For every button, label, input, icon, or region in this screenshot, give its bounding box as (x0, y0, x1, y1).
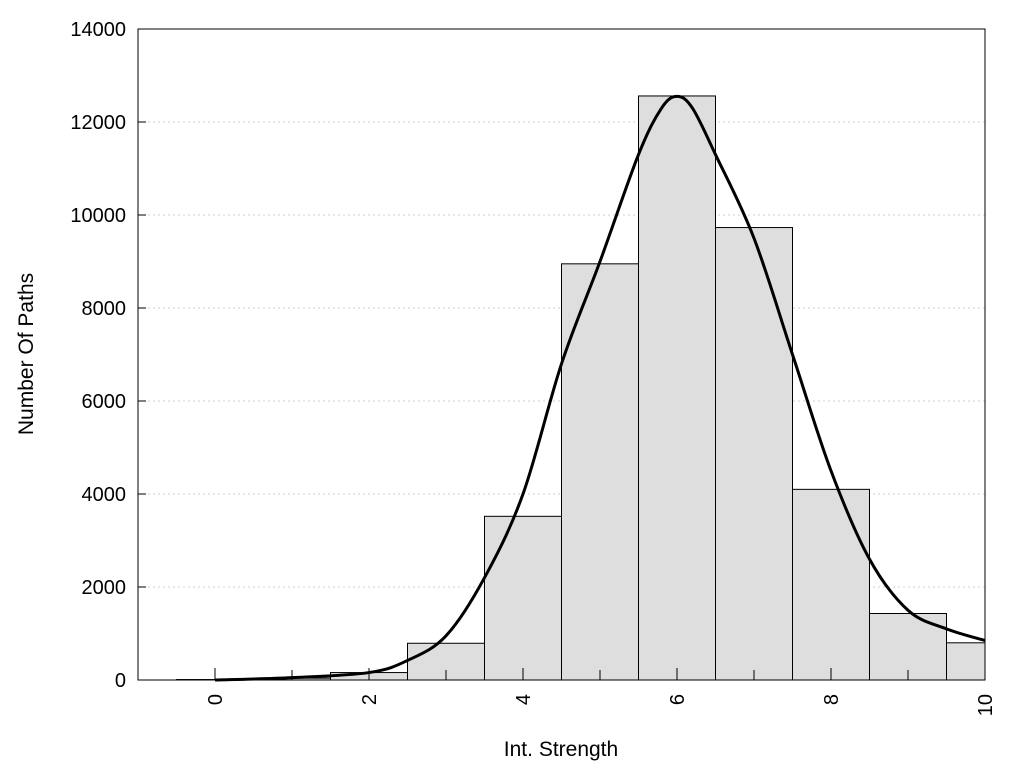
y-tick-label: 4000 (82, 484, 127, 506)
y-tick-label: 6000 (82, 391, 127, 413)
bar (561, 263, 639, 681)
x-tick-label: 4 (513, 694, 535, 705)
bars (176, 95, 986, 681)
y-axis-title: Number Of Paths (15, 273, 38, 435)
y-tick-label: 0 (115, 670, 126, 692)
plot-area-frame (137, 28, 986, 681)
y-tick-label: 14000 (70, 19, 126, 41)
y-tick-label: 2000 (82, 577, 127, 599)
density-curve (214, 94, 986, 682)
x-tick-label: 2 (359, 694, 381, 705)
bar (946, 642, 986, 681)
x-tick-label: 6 (667, 694, 689, 705)
bar (484, 515, 562, 681)
y-tick-label: 12000 (70, 112, 126, 134)
y-tick-label: 10000 (70, 205, 126, 227)
bar (715, 227, 793, 681)
y-tick-label: 8000 (82, 298, 127, 320)
x-axis-title: Int. Strength (504, 738, 618, 761)
bar (638, 95, 716, 681)
x-tick-label: 10 (975, 694, 997, 716)
x-tick-label: 0 (205, 694, 227, 705)
x-tick-label: 8 (821, 694, 843, 705)
bar (792, 488, 870, 681)
axis-ticks: 0 2000 4000 6000 8000 10000 12000 14000 0 2 4 6 8 10 (70, 19, 997, 716)
